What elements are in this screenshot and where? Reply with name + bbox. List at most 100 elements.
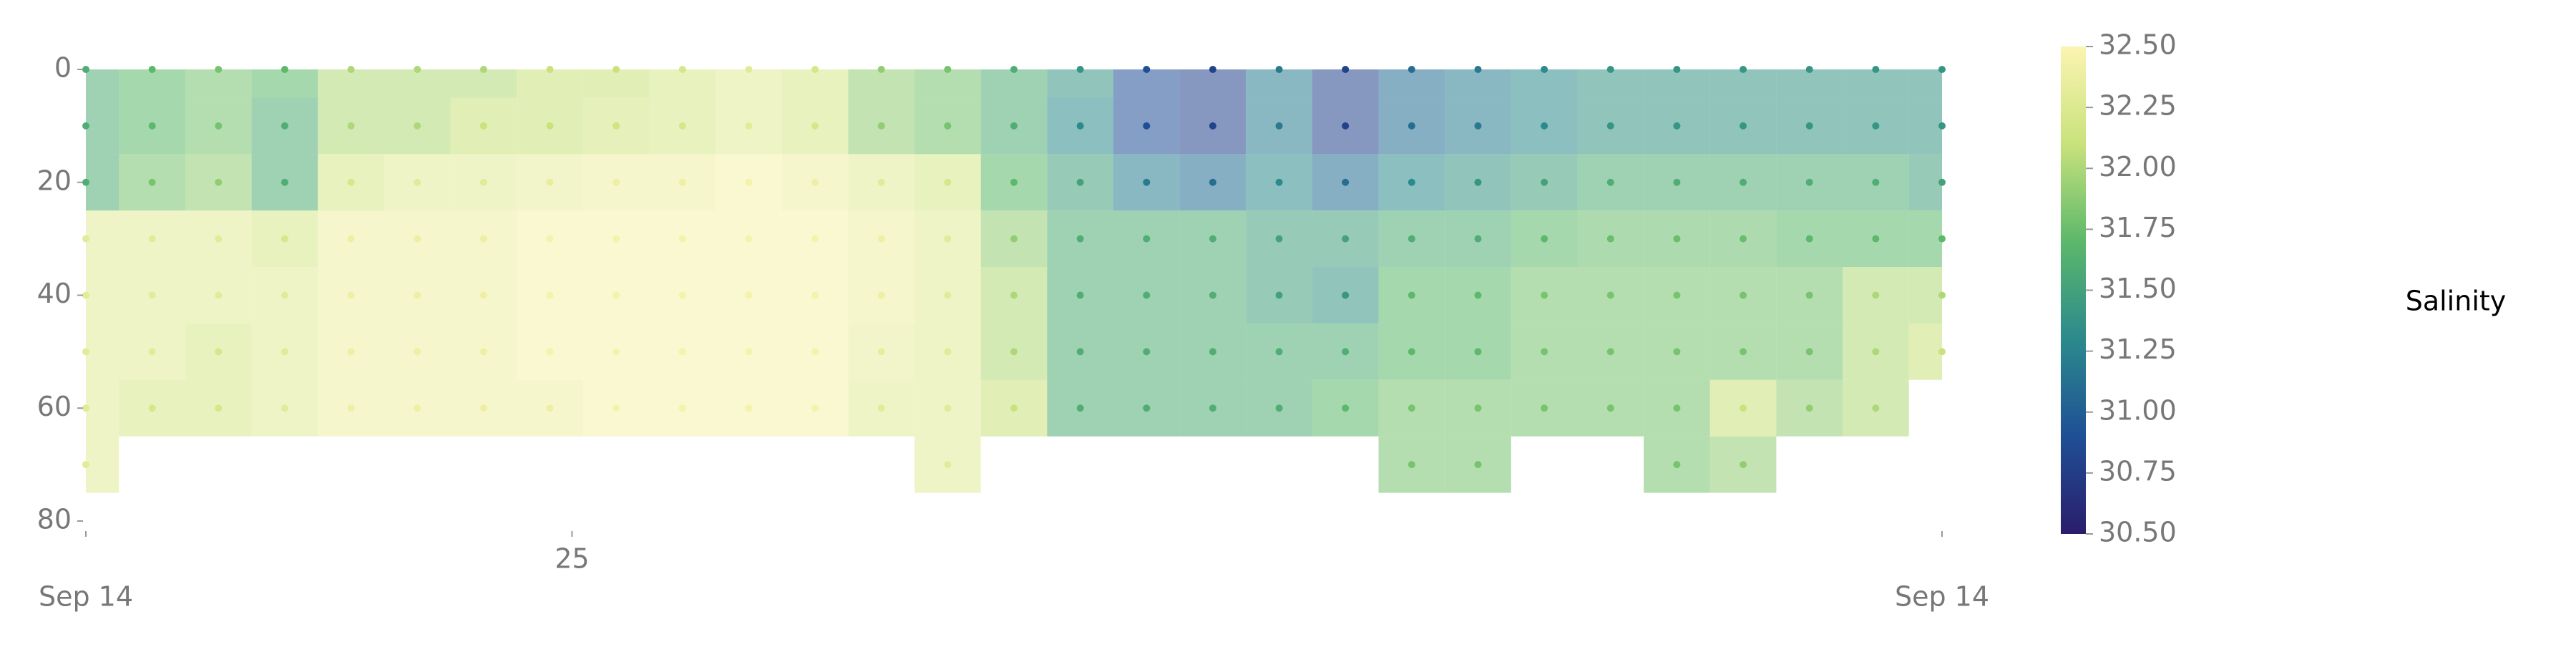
sample-point [1209,122,1216,130]
sample-point [1541,348,1548,356]
sample-point [877,348,885,356]
sample-point [1474,348,1482,356]
sample-point [1076,348,1084,356]
sample-point [1805,404,1813,412]
sample-point [877,122,885,130]
sample-point [1474,66,1482,73]
salinity-cell [1644,69,1710,98]
sample-point [1275,404,1283,412]
salinity-cell [1246,69,1312,98]
sample-point [1872,178,1880,186]
salinity-cell [1709,69,1777,98]
y-tick-label: 40 [37,278,72,309]
sample-point [82,178,89,186]
sample-point [1010,291,1018,299]
sample-point [811,348,819,356]
sample-point [1805,235,1813,243]
sample-point [1606,235,1614,243]
sample-point [1805,66,1813,73]
sample-point [613,66,620,73]
sample-point [745,122,753,130]
sample-point [1740,348,1747,356]
sample-point [1474,461,1482,469]
sample-point [215,66,223,73]
sample-point [215,404,223,412]
sample-point [479,348,487,356]
sample-point [1342,235,1350,243]
sample-point [347,235,355,243]
sample-point [82,291,89,299]
sample-point [148,404,156,412]
sample-point [414,122,421,130]
sample-point [1076,178,1084,186]
sample-point [1342,178,1350,186]
sample-point [1143,122,1151,130]
salinity-cell [119,69,185,98]
sample-point [546,178,554,186]
sample-point [745,235,753,243]
sample-point [678,178,686,186]
x-tick-label: Sep 14 [39,581,133,613]
sample-point [1209,404,1216,412]
sample-point [280,66,288,73]
sample-point [1209,348,1216,356]
sample-point [1606,348,1614,356]
sample-point [215,122,223,130]
sample-point [944,235,952,243]
salinity-cell [1908,323,1942,380]
sample-point [1673,235,1681,243]
salinity-cell [980,69,1048,98]
salinity-cell [1908,210,1942,268]
sample-point [1673,404,1681,412]
sample-point [1872,404,1880,412]
salinity-cell [86,379,119,437]
sample-point [1606,291,1614,299]
salinity-cell [86,69,119,98]
sample-point [1143,348,1151,356]
sample-point [877,66,885,73]
sample-point [82,461,89,469]
sample-point [678,348,686,356]
sample-point [745,348,753,356]
salinity-cell [86,210,119,268]
sample-point [1407,122,1415,130]
sample-point [546,291,554,299]
sample-point [1673,122,1681,130]
sample-point [280,291,288,299]
sample-point [745,178,753,186]
sample-point [1143,66,1151,73]
sample-point [1474,235,1482,243]
sample-point [1010,178,1018,186]
sample-point [678,291,686,299]
sample-point [1407,461,1415,469]
salinity-cell [1908,97,1942,155]
salinity-cell [185,69,252,98]
sample-point [280,122,288,130]
sample-point [1740,291,1747,299]
sample-point [414,404,421,412]
salinity-cell [86,267,119,324]
salinity-cell [1179,69,1246,98]
sample-point [347,291,355,299]
sample-point [1076,122,1084,130]
sample-point [1407,291,1415,299]
y-tick-label: 60 [37,391,72,422]
sample-point [479,291,487,299]
sample-point [1275,178,1283,186]
sample-point [347,66,355,73]
salinity-cell [86,154,119,211]
sample-point [745,291,753,299]
salinity-cell [582,69,650,98]
sample-point [877,404,885,412]
sample-point [347,404,355,412]
sample-point [479,122,487,130]
sample-point [1740,404,1747,412]
sample-point [215,291,223,299]
sample-point [1010,122,1018,130]
sample-point [613,348,620,356]
sample-point [944,66,952,73]
colorbar [2061,47,2086,534]
x-tick-label: Sep 14 [1895,581,1989,613]
sample-point [811,178,819,186]
sample-point [944,348,952,356]
